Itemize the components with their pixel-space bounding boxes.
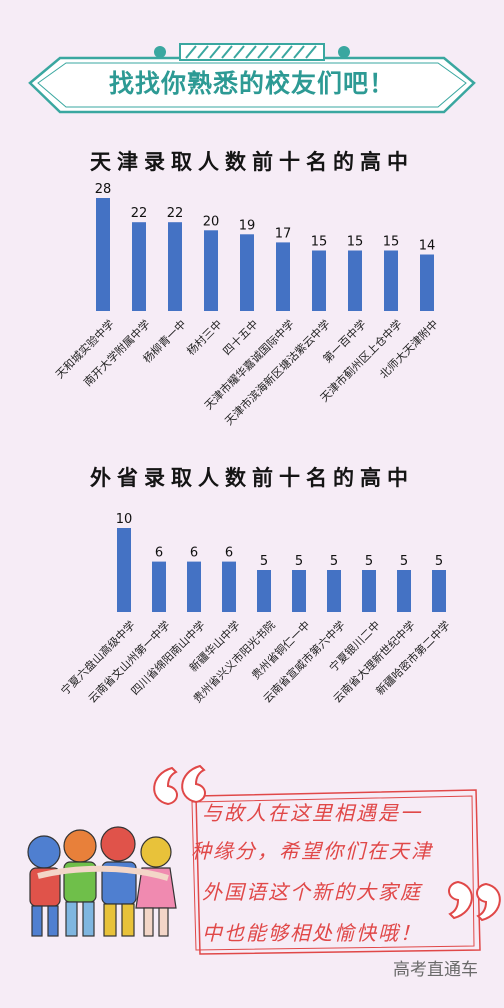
- bar-5: [257, 570, 271, 612]
- title-banner: [28, 43, 476, 114]
- data-label-5: 19: [239, 218, 256, 233]
- bar-10: [432, 570, 446, 612]
- bar-10: [420, 254, 434, 311]
- data-label-8: 15: [347, 235, 364, 250]
- data-label-2: 22: [131, 206, 148, 221]
- kids-illustration: [27, 826, 177, 937]
- data-label-3: 6: [190, 546, 198, 561]
- bar-9: [397, 570, 411, 612]
- chart1-title: 天津录取人数前十名的高中: [90, 149, 414, 174]
- bar-9: [384, 250, 398, 311]
- bar-1: [96, 198, 110, 311]
- quote-frame: [153, 764, 501, 955]
- bar-8: [348, 250, 362, 311]
- watermark: 高考直通车: [393, 960, 478, 980]
- bar-4: [204, 230, 218, 311]
- tick-label-6: 贵州省铜仁一中: [248, 618, 312, 682]
- data-label-10: 5: [435, 554, 443, 569]
- data-label-7: 15: [311, 235, 328, 250]
- data-label-6: 17: [275, 226, 292, 241]
- tick-label-2: 南开大学附属中学: [81, 317, 153, 389]
- bar-4: [222, 561, 236, 612]
- data-label-4: 20: [203, 214, 220, 229]
- quote-line-1: 与故人在这里相遇是一: [202, 801, 422, 825]
- tick-label-4: 杨村三中: [184, 317, 225, 358]
- data-label-5: 5: [260, 554, 268, 569]
- data-label-7: 5: [330, 554, 338, 569]
- bar-7: [312, 250, 326, 311]
- bar-6: [276, 242, 290, 311]
- quote-line-4: 中也能够相处愉快哦！: [202, 921, 422, 945]
- data-label-4: 6: [225, 546, 233, 561]
- bar-7: [327, 570, 341, 612]
- chart-tianjin: 28天和城实验中学22南开大学附属中学22杨柳青一中20杨村三中19四十五中17…: [52, 182, 440, 428]
- data-label-1: 10: [116, 512, 133, 527]
- bar-6: [292, 570, 306, 612]
- bar-2: [152, 561, 166, 612]
- bar-2: [132, 222, 146, 311]
- quote-line-2: 种缘分，希望你们在天津: [191, 839, 433, 863]
- data-label-6: 5: [295, 554, 303, 569]
- bar-8: [362, 570, 376, 612]
- page-title: 找找你熟悉的校友们吧！: [108, 69, 395, 98]
- data-label-9: 15: [383, 235, 400, 250]
- bar-3: [187, 561, 201, 612]
- chart2-title: 外省录取人数前十名的高中: [90, 465, 414, 490]
- data-label-3: 22: [167, 206, 184, 221]
- bar-1: [117, 528, 131, 612]
- data-label-8: 5: [365, 554, 373, 569]
- bar-3: [168, 222, 182, 311]
- bar-5: [240, 234, 254, 311]
- data-label-2: 6: [155, 546, 163, 561]
- data-label-1: 28: [95, 182, 112, 197]
- quote-line-3: 外国语这个新的大家庭: [202, 880, 422, 904]
- data-label-9: 5: [400, 554, 408, 569]
- chart-other-provinces: 10宁夏六盘山高级中学6云南省文山州第一中学6四川省绵阳南山中学6新疆华山中学5…: [58, 512, 453, 706]
- data-label-10: 14: [419, 239, 436, 254]
